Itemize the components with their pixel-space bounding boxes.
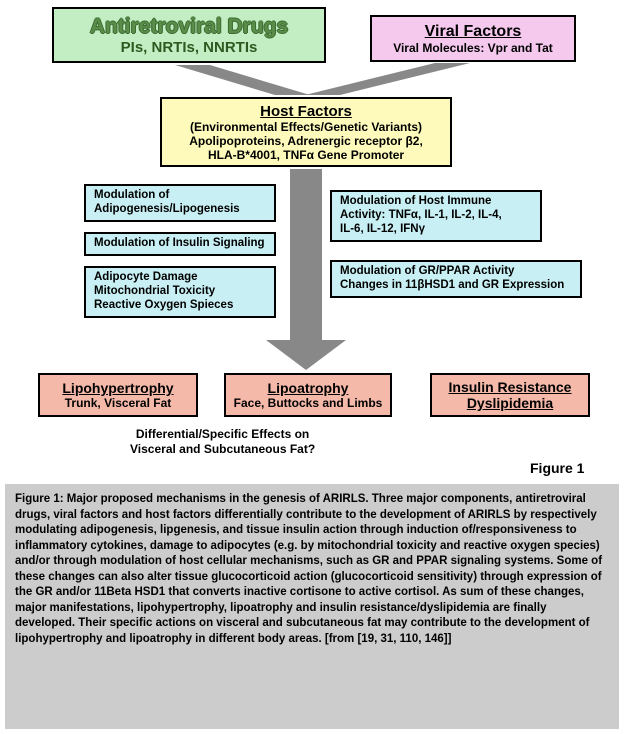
line: Adipocyte Damage <box>94 271 198 285</box>
line: Modulation of Host Immune <box>340 195 491 209</box>
sub-antiretroviral: PIs, NRTIs, NNRTIs <box>121 39 258 56</box>
sub-viral: Viral Molecules: Vpr and Tat <box>393 41 553 55</box>
box-mod-gr: Modulation of GR/PPAR Activity Changes i… <box>330 260 582 298</box>
line: Mitochondrial Toxicity <box>94 285 215 299</box>
box-antiretroviral: Antiretroviral Drugs PIs, NRTIs, NNRTIs <box>52 7 326 63</box>
sub-host-2: Apolipoproteins, Adrenergic receptor β2, <box>189 134 423 148</box>
box-insulin-res: Insulin Resistance Dyslipidemia <box>430 373 590 417</box>
note-line2: Visceral and Subcutaneous Fat? <box>130 442 315 457</box>
sub-lipoatrophy: Face, Buttocks and Limbs <box>234 396 383 410</box>
line: Modulation of <box>94 189 169 203</box>
line: Activity: TNFα, IL-1, IL-2, IL-4, <box>340 209 502 223</box>
box-host: Host Factors (Environmental Effects/Gene… <box>160 97 452 167</box>
note-line1: Differential/Specific Effects on <box>130 427 315 442</box>
title-antiretroviral: Antiretroviral Drugs <box>90 15 288 39</box>
line: Modulation of Insulin Signaling <box>94 237 265 251</box>
line: Reactive Oxygen Spieces <box>94 299 233 313</box>
title-viral: Viral Factors <box>425 23 522 41</box>
figure-label: Figure 1 <box>530 460 584 476</box>
line: IL-6, IL-12, IFNγ <box>340 223 425 237</box>
title-lipohyper: Lipohypertrophy <box>62 380 173 396</box>
title-insulin-res: Insulin Resistance <box>449 379 572 395</box>
arrow-v-right <box>305 63 470 95</box>
sub-lipohyper: Trunk, Visceral Fat <box>65 396 172 410</box>
note-differential: Differential/Specific Effects on Viscera… <box>130 427 315 457</box>
box-adipocyte: Adipocyte Damage Mitochondrial Toxicity … <box>84 266 276 318</box>
sub-host-1: (Environmental Effects/Genetic Variants) <box>190 120 422 134</box>
arrow-v-left <box>175 65 310 95</box>
line: Adipogenesis/Lipogenesis <box>94 203 240 217</box>
sub-insulin-res: Dyslipidemia <box>467 395 553 411</box>
box-mod-immune: Modulation of Host Immune Activity: TNFα… <box>330 190 542 242</box>
box-lipoatrophy: Lipoatrophy Face, Buttocks and Limbs <box>224 373 392 417</box>
title-host: Host Factors <box>260 103 352 120</box>
sub-host-3: HLA-B*4001, TNFα Gene Promoter <box>208 148 404 162</box>
box-viral: Viral Factors Viral Molecules: Vpr and T… <box>370 15 576 62</box>
box-mod-insulin: Modulation of Insulin Signaling <box>84 232 276 256</box>
title-lipoatrophy: Lipoatrophy <box>268 380 349 396</box>
line: Changes in 11βHSD1 and GR Expression <box>340 279 564 293</box>
caption: Figure 1: Major proposed mechanisms in t… <box>5 484 619 729</box>
box-mod-adipo: Modulation of Adipogenesis/Lipogenesis <box>84 184 276 222</box>
box-lipohyper: Lipohypertrophy Trunk, Visceral Fat <box>38 373 198 417</box>
line: Modulation of GR/PPAR Activity <box>340 265 514 279</box>
